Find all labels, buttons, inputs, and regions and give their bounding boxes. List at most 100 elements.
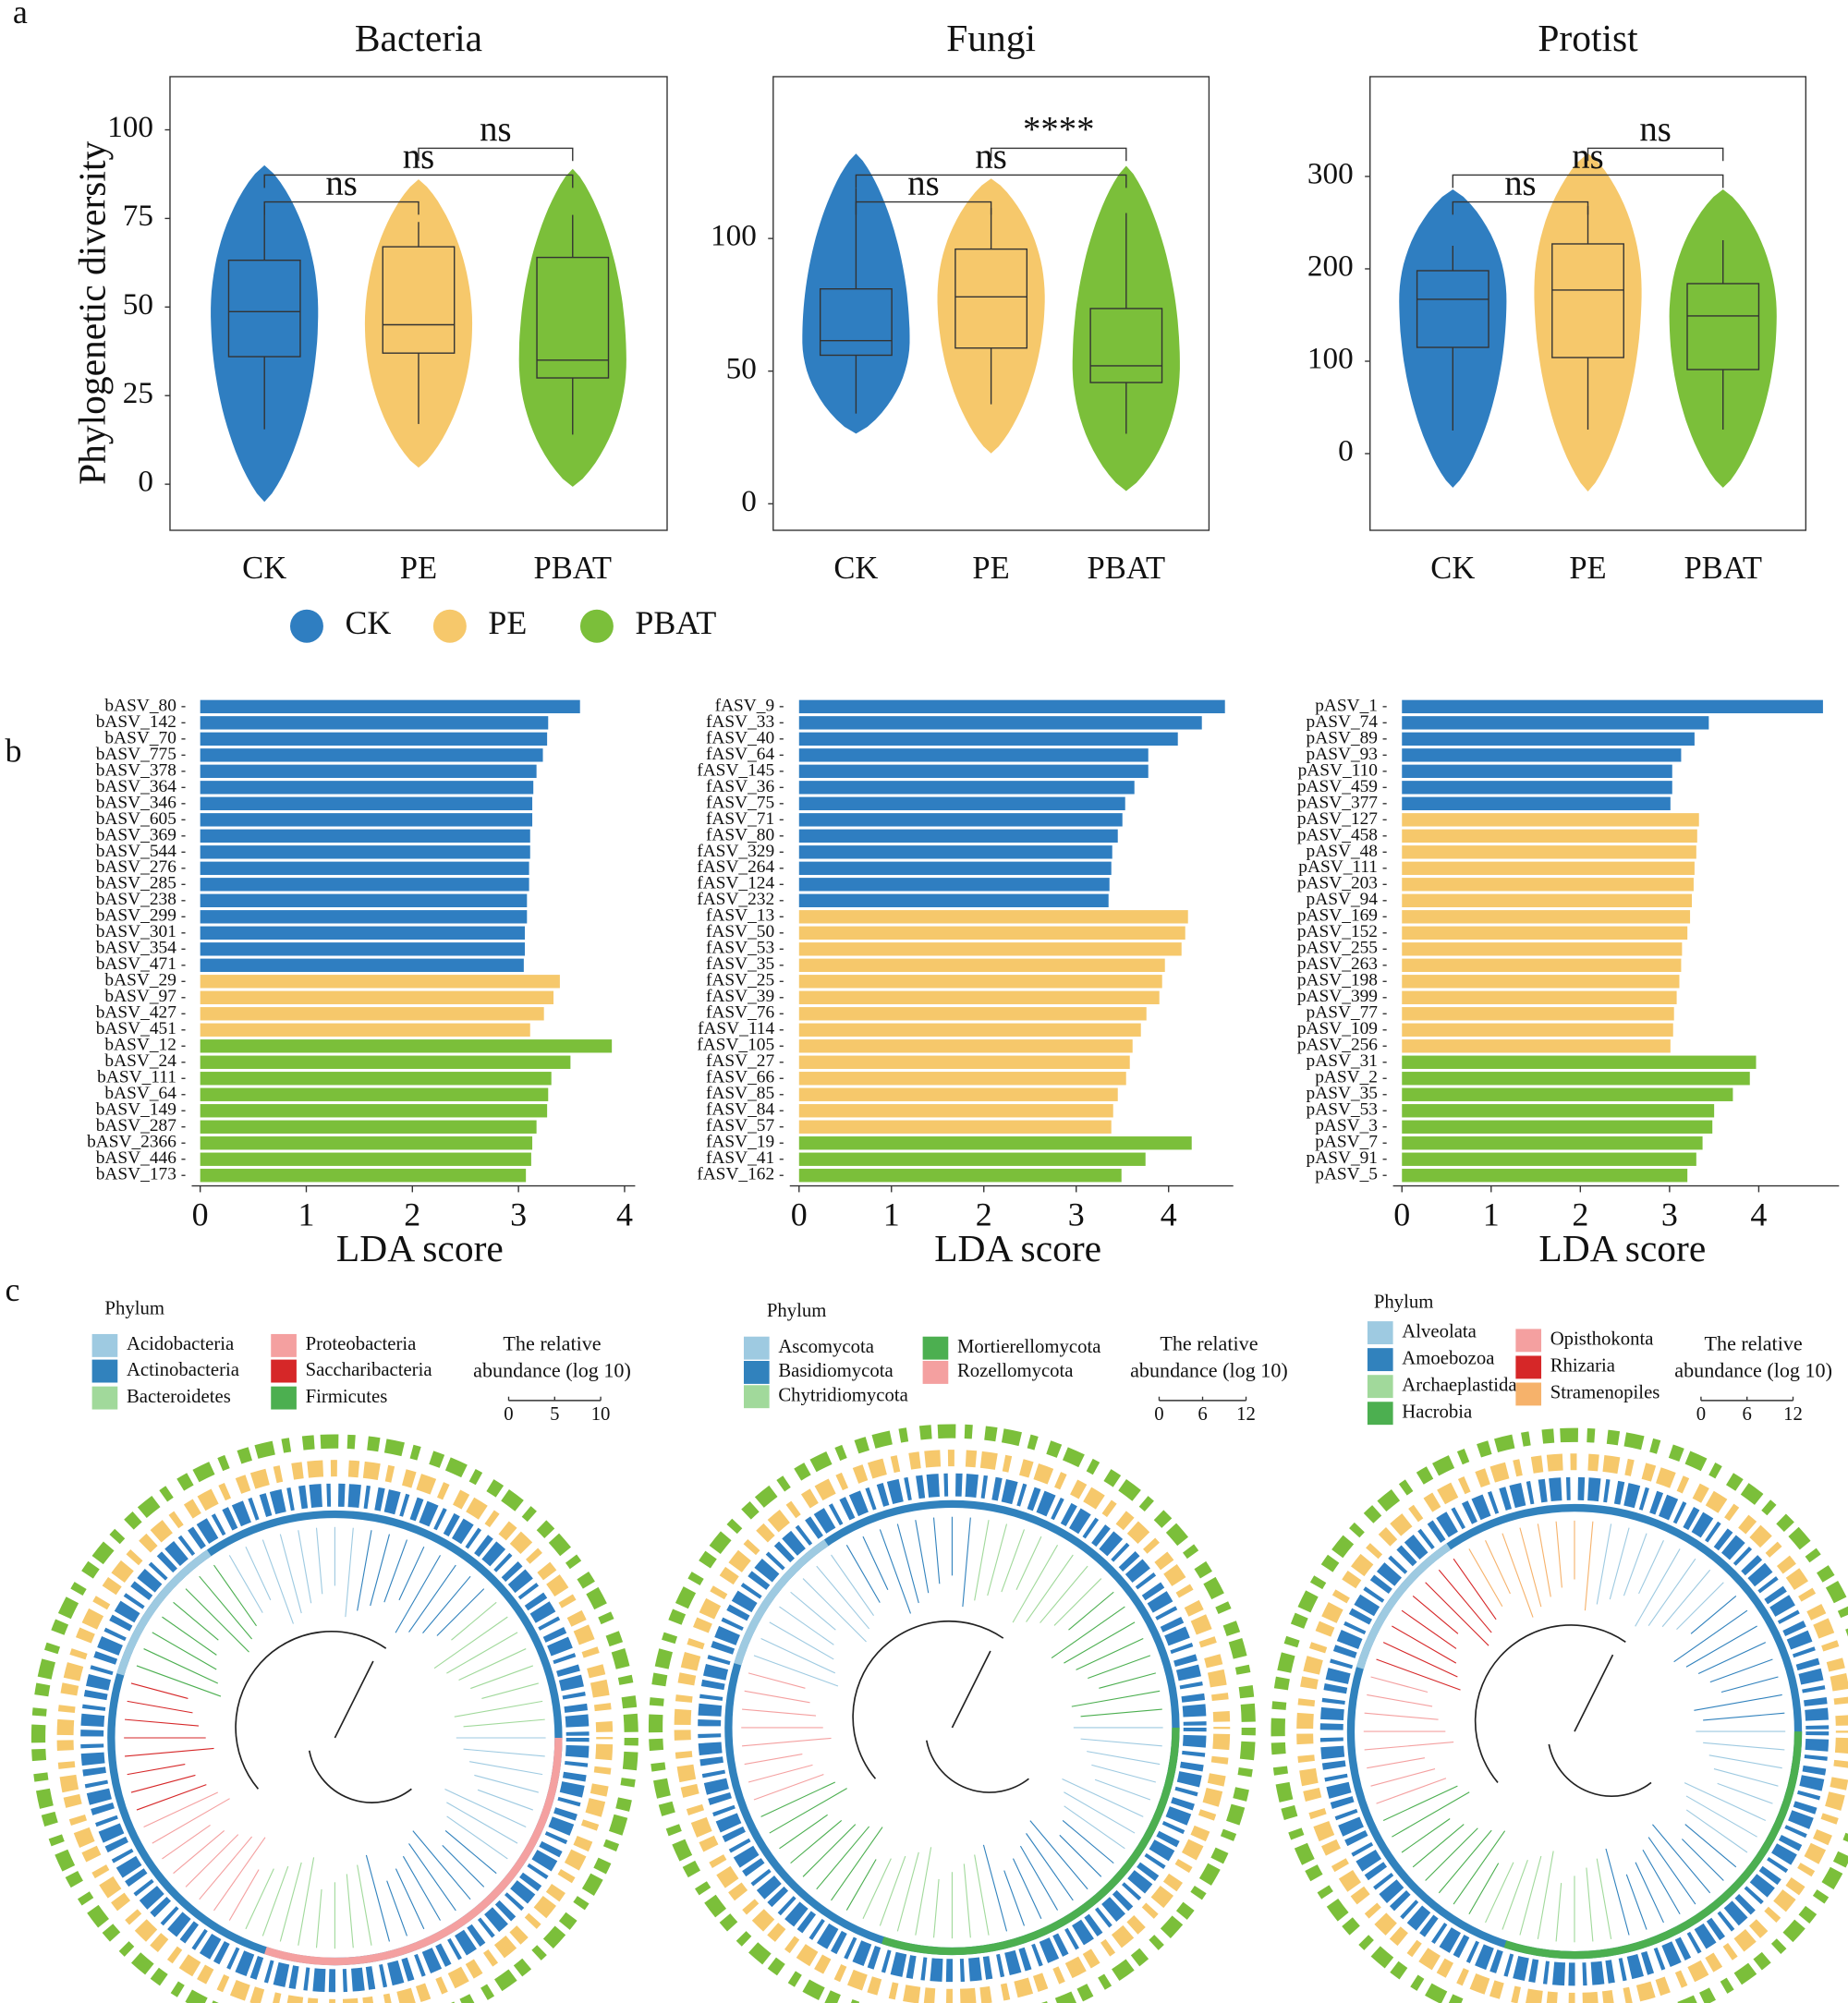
x-tick-label: CK (242, 551, 286, 586)
tree-branch (199, 1575, 253, 1640)
tree-branch (228, 1555, 263, 1613)
tree-branch (1012, 1858, 1042, 1920)
x-tick-label: PE (1569, 551, 1606, 586)
bar (1402, 861, 1695, 876)
tree-branch (1012, 1545, 1059, 1623)
bar-label: fASV_66 (706, 1068, 775, 1087)
bar-label: bASV_427 (96, 1003, 176, 1023)
tree-branch (463, 1718, 545, 1728)
bar-label: bASV_451 (96, 1019, 176, 1038)
bar (200, 845, 530, 859)
x-tick-label: 3 (1068, 1196, 1085, 1232)
tree-branch (408, 1843, 456, 1912)
significance-label: ns (1504, 164, 1536, 203)
legend-swatch (922, 1360, 949, 1384)
tree-branch (357, 1530, 372, 1611)
bar-label: bASV_544 (96, 842, 176, 861)
tree-branch (1502, 1533, 1534, 1618)
tree-branch (1019, 1845, 1059, 1911)
x-tick-label: 4 (616, 1196, 633, 1232)
bar (200, 732, 548, 747)
tree-branch (279, 1862, 302, 1942)
bar-label: pASV_91 (1307, 1148, 1378, 1168)
legend-swatch (432, 609, 467, 643)
tree-branch (1555, 1883, 1562, 1942)
tree-branch (1425, 1827, 1478, 1881)
tree-branch (1026, 1554, 1074, 1622)
bar-label: pASV_198 (1297, 971, 1378, 990)
tree-branch (816, 1565, 870, 1630)
bar-label: bASV_285 (96, 874, 176, 893)
x-tick-label: 1 (883, 1196, 900, 1232)
tree-branch (1080, 1708, 1162, 1718)
bar (798, 796, 1125, 811)
tree-branch (136, 1665, 222, 1697)
tree-branch (1708, 1754, 1782, 1769)
scale-tick-label: 0 (1696, 1404, 1706, 1425)
legend-label: Hacrobia (1402, 1402, 1472, 1422)
tree-branch (199, 1836, 253, 1900)
tree-branch (1468, 1548, 1503, 1608)
legend-label: Bacteroidetes (127, 1387, 231, 1407)
bar (1402, 845, 1696, 859)
tree-branch (1623, 1533, 1647, 1596)
legend-swatch (1367, 1402, 1393, 1426)
bar (200, 1055, 571, 1069)
bar-label: pASV_2 (1315, 1068, 1378, 1087)
tree-branch (987, 1523, 1008, 1596)
tree-branch (245, 1868, 274, 1930)
tree-branch (802, 1578, 867, 1643)
legend-label: Rhizaria (1550, 1356, 1615, 1377)
bar-label: bASV_97 (104, 987, 176, 1006)
tree-branch (1676, 1582, 1724, 1630)
tree-branch (1586, 1867, 1594, 1942)
bar-label: fASV_36 (706, 777, 775, 796)
tree-branch (1370, 1676, 1429, 1693)
tree-branch (1412, 1595, 1459, 1634)
x-tick-label: 2 (1572, 1196, 1588, 1232)
bar (1402, 893, 1693, 907)
tree-branch (1015, 1536, 1042, 1591)
bar-label: fASV_53 (706, 939, 774, 958)
bar (200, 975, 560, 989)
violin (211, 164, 319, 503)
bar-label: bASV_354 (96, 939, 176, 958)
tree-branch (1673, 1609, 1748, 1663)
tree-branch (845, 1859, 877, 1911)
x-tick-label: 3 (1661, 1196, 1678, 1232)
bar (798, 845, 1112, 859)
tree-ring (1346, 1503, 1803, 1960)
bar (1402, 1120, 1713, 1134)
tree-branch (1635, 1862, 1664, 1924)
bar-label: fASV_80 (706, 825, 774, 844)
bar (1402, 829, 1697, 844)
bar-label: bASV_80 (104, 696, 176, 715)
bar-label: fASV_13 (706, 906, 774, 926)
tree-branch (915, 1847, 932, 1936)
tree-branch (1485, 1862, 1514, 1924)
bar-label: fASV_71 (706, 809, 774, 829)
bar (1402, 1152, 1696, 1166)
bar (798, 1023, 1141, 1037)
tree-ring (107, 1510, 563, 1966)
tree-branch (1382, 1642, 1458, 1678)
bar (200, 1152, 531, 1166)
tree-branch (451, 1601, 497, 1641)
y-tick-label: 50 (726, 351, 757, 385)
tree-branch (1051, 1606, 1125, 1659)
legend-swatch (579, 609, 614, 643)
tree-branch (1401, 1609, 1457, 1649)
tree-branch (152, 1798, 230, 1844)
tree-branch (802, 1824, 857, 1877)
tree-branch (974, 1520, 990, 1601)
bar (200, 1087, 549, 1101)
tree-branch (1040, 1565, 1088, 1623)
tree-branch (298, 1857, 315, 1946)
bar-label: fASV_19 (706, 1133, 774, 1152)
tree-branch (769, 1788, 847, 1834)
bar-label: bASV_29 (104, 971, 176, 990)
tree-ring (674, 1450, 1231, 2003)
legend-swatch (1515, 1382, 1542, 1406)
bar (200, 910, 528, 924)
legend-swatch (91, 1359, 118, 1383)
